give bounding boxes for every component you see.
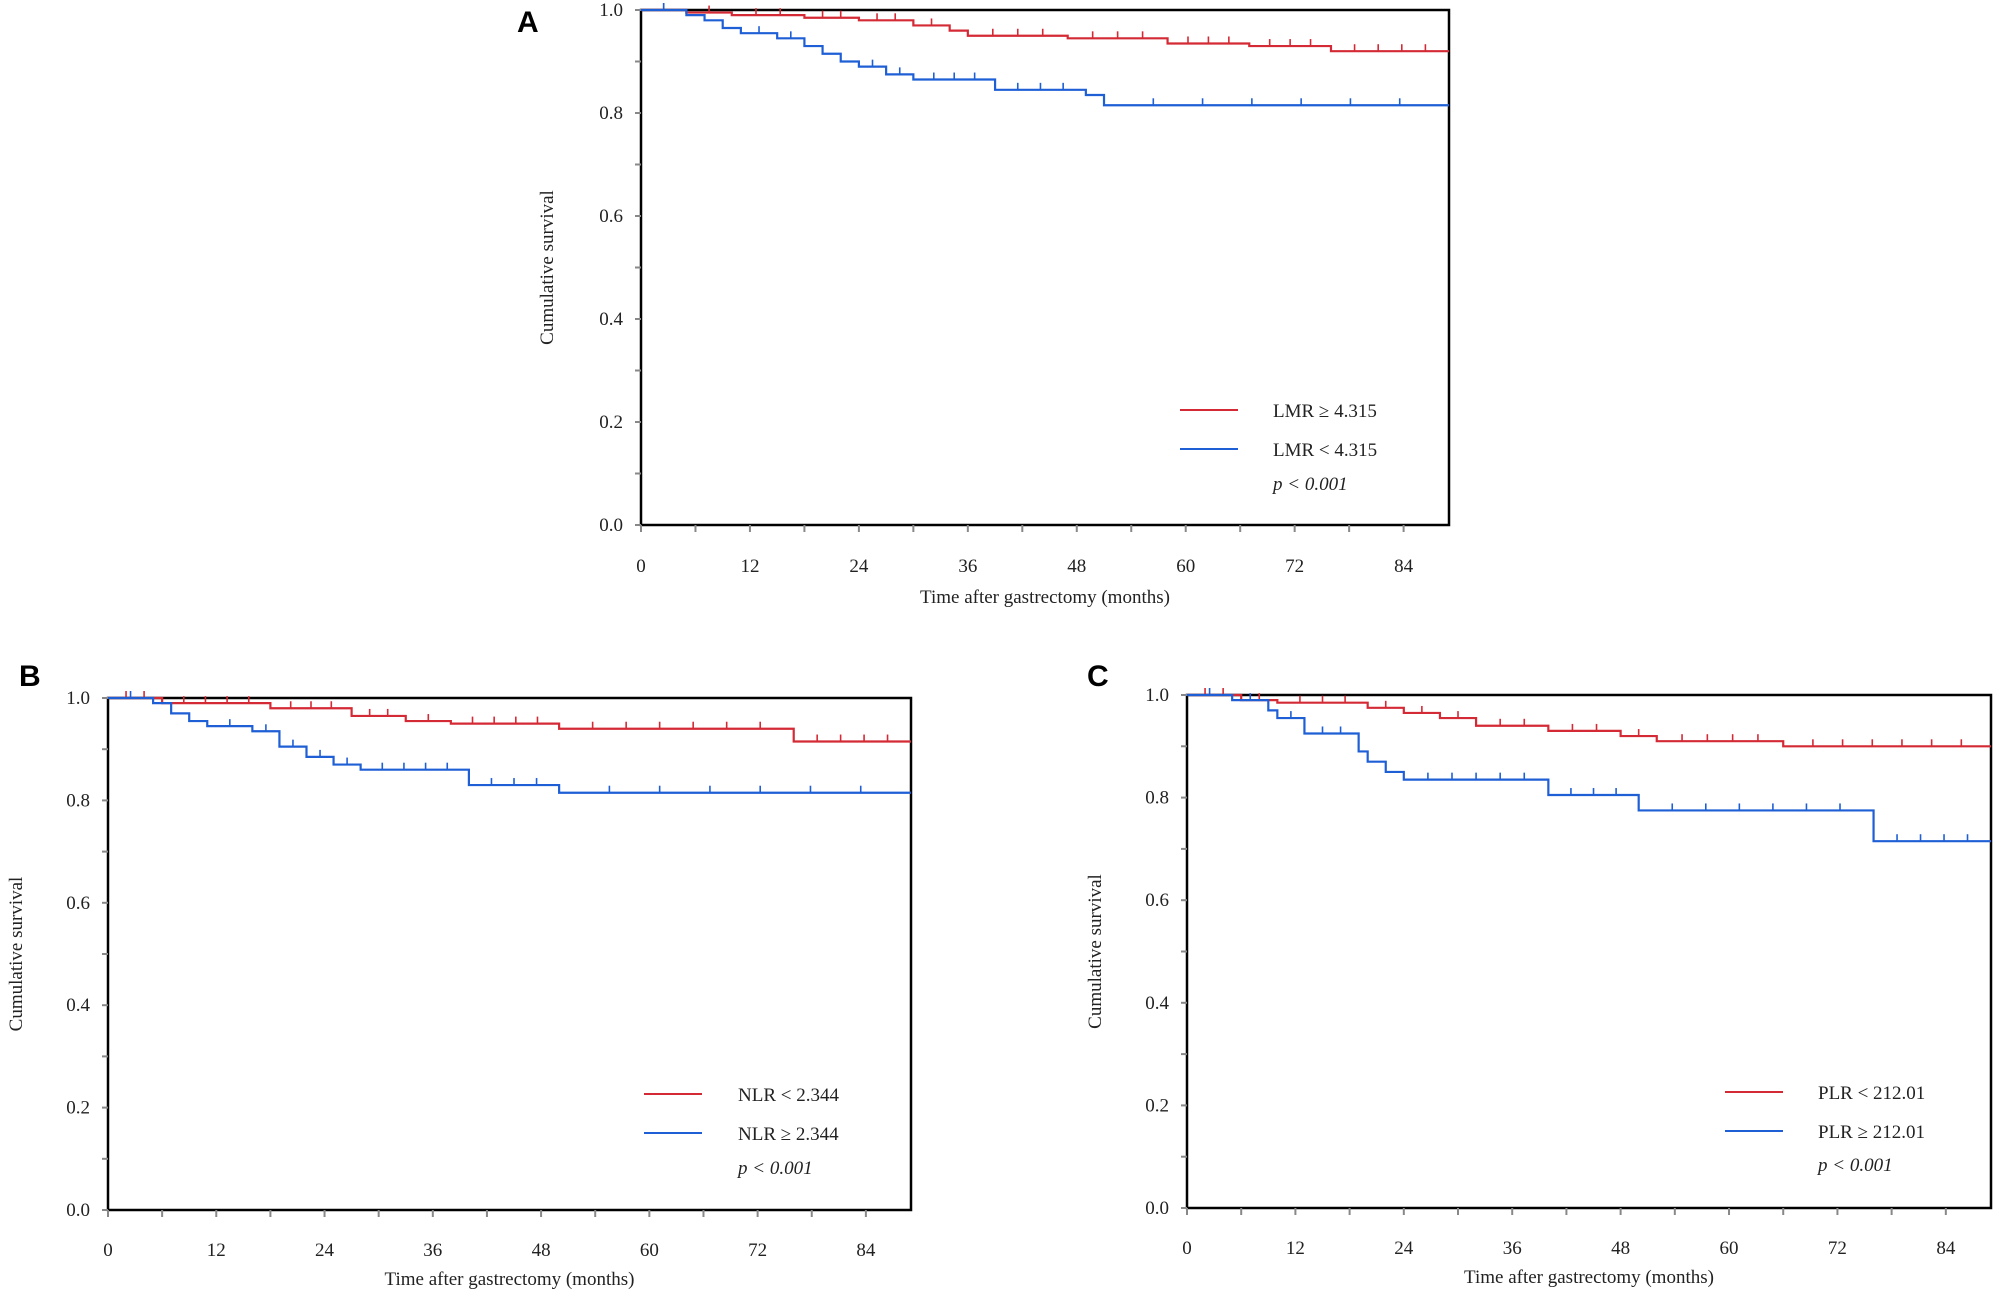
y-axis-label: Cumulative survival <box>537 190 558 345</box>
panel-letter: B <box>19 660 41 693</box>
y-axis-label: Cumulative survival <box>6 877 27 1032</box>
x-tick-label: 24 <box>1394 1238 1414 1259</box>
legend-label: NLR ≥ 2.344 <box>738 1124 839 1145</box>
series-line-blue <box>1187 693 1991 843</box>
p-value-annotation: p < 0.001 <box>1816 1155 1893 1176</box>
p-value-annotation: p < 0.001 <box>736 1158 813 1179</box>
legend-label: NLR < 2.344 <box>738 1085 839 1106</box>
x-tick-label: 12 <box>1286 1238 1305 1259</box>
x-tick-label: 48 <box>1611 1238 1630 1259</box>
x-tick-label: 36 <box>1503 1238 1522 1259</box>
y-tick-label: 0.8 <box>1145 788 1169 809</box>
y-tick-label: 0.8 <box>599 103 623 124</box>
panel-c: C 0.0 0.2 0.4 0.6 0.8 1.0 0 12 24 36 48 60 72 84 Time a… <box>1085 660 1993 1288</box>
x-tick-label: 84 <box>1394 556 1414 577</box>
x-tick-label: 0 <box>1182 1238 1192 1259</box>
x-tick-label: 84 <box>856 1240 876 1261</box>
y-tick-label: 0.0 <box>599 515 623 536</box>
series-line-blue <box>641 8 1449 107</box>
p-value-annotation: p < 0.001 <box>1271 474 1348 495</box>
x-tick-label: 36 <box>958 556 977 577</box>
series-line-blue <box>108 696 911 794</box>
x-tick-label: 60 <box>1720 1238 1739 1259</box>
legend-label: PLR < 212.01 <box>1818 1083 1925 1104</box>
x-tick-label: 48 <box>532 1240 551 1261</box>
legend-label: LMR < 4.315 <box>1273 440 1377 461</box>
x-axis-label: Time after gastrectomy (months) <box>385 1269 635 1290</box>
legend-label: PLR ≥ 212.01 <box>1818 1122 1925 1143</box>
y-tick-label: 0.4 <box>66 995 90 1016</box>
x-tick-label: 12 <box>207 1240 226 1261</box>
y-tick-label: 1.0 <box>66 688 90 709</box>
y-tick-label: 1.0 <box>1145 685 1169 706</box>
y-tick-label: 0.2 <box>66 1098 90 1119</box>
x-tick-label: 36 <box>423 1240 442 1261</box>
series-line-red <box>1187 693 1991 748</box>
y-axis-label: Cumulative survival <box>1085 874 1106 1029</box>
legend-label: LMR ≥ 4.315 <box>1273 401 1377 422</box>
y-tick-label: 0.8 <box>66 790 90 811</box>
panel-letter: C <box>1087 660 1109 693</box>
panel-b: B 0.0 0.2 0.4 0.6 0.8 1.0 0 12 24 36 48 60 72 84 Time a… <box>6 660 913 1290</box>
x-axis-label: Time after gastrectomy (months) <box>1464 1267 1714 1288</box>
panel-letter: A <box>517 6 539 39</box>
y-tick-label: 0.4 <box>1145 993 1169 1014</box>
x-tick-label: 24 <box>315 1240 335 1261</box>
x-tick-label: 72 <box>748 1240 767 1261</box>
x-tick-label: 60 <box>1176 556 1195 577</box>
y-tick-label: 1.0 <box>599 0 623 21</box>
x-tick-label: 0 <box>103 1240 113 1261</box>
x-tick-label: 12 <box>740 556 759 577</box>
x-tick-label: 72 <box>1828 1238 1847 1259</box>
y-tick-label: 0.2 <box>599 412 623 433</box>
panel-a: A 0.0 0.2 0.4 0.6 0.8 1.0 0 12 24 36 48 60 72 84 Time a… <box>517 0 1451 608</box>
x-tick-label: 0 <box>636 556 646 577</box>
x-tick-label: 48 <box>1067 556 1086 577</box>
x-axis-label: Time after gastrectomy (months) <box>920 587 1170 608</box>
y-tick-label: 0.2 <box>1145 1095 1169 1116</box>
x-tick-label: 24 <box>849 556 869 577</box>
x-tick-label: 60 <box>640 1240 659 1261</box>
series-line-red <box>108 696 911 743</box>
x-tick-label: 72 <box>1285 556 1304 577</box>
y-tick-label: 0.6 <box>66 893 90 914</box>
x-tick-label: 84 <box>1936 1238 1956 1259</box>
y-tick-label: 0.0 <box>66 1200 90 1221</box>
y-tick-label: 0.4 <box>599 309 623 330</box>
y-tick-label: 0.6 <box>599 206 623 227</box>
y-tick-label: 0.6 <box>1145 890 1169 911</box>
series-line-red <box>641 8 1449 53</box>
y-tick-label: 0.0 <box>1145 1198 1169 1219</box>
